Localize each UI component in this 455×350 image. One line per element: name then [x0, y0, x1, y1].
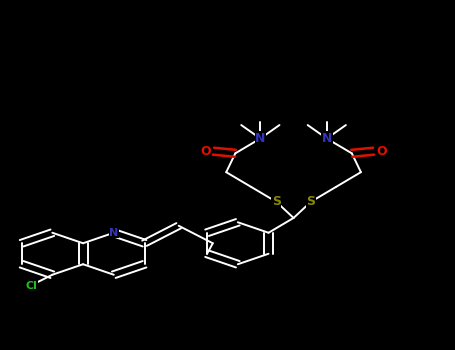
Text: S: S: [272, 195, 281, 208]
Text: N: N: [255, 132, 266, 145]
Text: N: N: [322, 132, 332, 145]
Text: O: O: [377, 145, 387, 158]
Text: S: S: [306, 195, 315, 208]
Text: O: O: [200, 145, 211, 158]
Text: N: N: [109, 228, 118, 238]
Text: Cl: Cl: [26, 280, 38, 290]
